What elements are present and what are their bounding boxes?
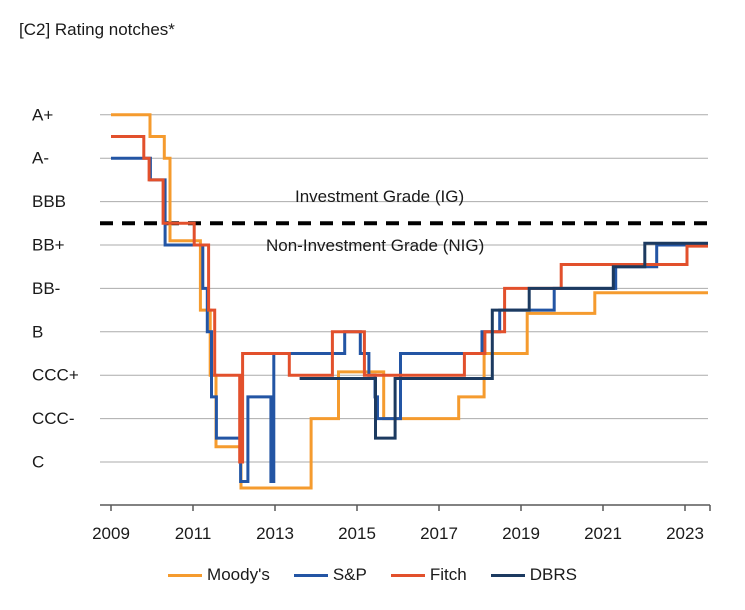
x-axis-label: 2013 bbox=[256, 524, 294, 543]
series-line-dbrs bbox=[299, 241, 708, 440]
x-axis-label: 2023 bbox=[666, 524, 704, 543]
y-axis-label: CCC- bbox=[32, 409, 75, 428]
x-axis-label: 2017 bbox=[420, 524, 458, 543]
y-axis-label: BB- bbox=[32, 279, 60, 298]
legend-swatch-icon bbox=[490, 573, 525, 577]
investment-grade-annotation: Investment Grade (IG) bbox=[295, 187, 465, 206]
legend-label: DBRS bbox=[529, 565, 577, 584]
y-axis-label: A+ bbox=[32, 105, 53, 124]
chart-legend: Moody's S&P Fitch DBRS bbox=[0, 565, 745, 585]
x-axis-label: 2011 bbox=[175, 524, 212, 543]
y-axis-label: BB+ bbox=[32, 236, 65, 255]
legend-label: Moody's bbox=[207, 565, 270, 584]
legend-label: Fitch bbox=[429, 565, 467, 584]
chart-title: [C2] Rating notches* bbox=[19, 20, 175, 39]
y-axis-label: BBB bbox=[32, 192, 66, 211]
legend-label: S&P bbox=[332, 565, 367, 584]
legend-item-dbrs: DBRS bbox=[490, 565, 577, 585]
legend-item-moodys: Moody's bbox=[168, 565, 270, 585]
x-axis-label: 2021 bbox=[584, 524, 622, 543]
y-axis-label: B bbox=[32, 322, 43, 341]
y-axis-label: C bbox=[32, 453, 44, 472]
legend-swatch-icon bbox=[168, 573, 203, 577]
non-investment-grade-annotation: Non-Investment Grade (NIG) bbox=[266, 236, 485, 255]
series-line-moodys bbox=[111, 113, 708, 490]
legend-item-fitch: Fitch bbox=[390, 565, 467, 585]
x-axis-label: 2015 bbox=[338, 524, 376, 543]
legend-item-sp: S&P bbox=[293, 565, 367, 585]
legend-swatch-icon bbox=[390, 573, 425, 577]
y-axis-label: A- bbox=[32, 149, 49, 168]
y-axis-label: CCC+ bbox=[32, 366, 79, 385]
x-axis-label: 2009 bbox=[92, 524, 130, 543]
x-axis-label: 2019 bbox=[502, 524, 540, 543]
legend-swatch-icon bbox=[293, 573, 328, 577]
